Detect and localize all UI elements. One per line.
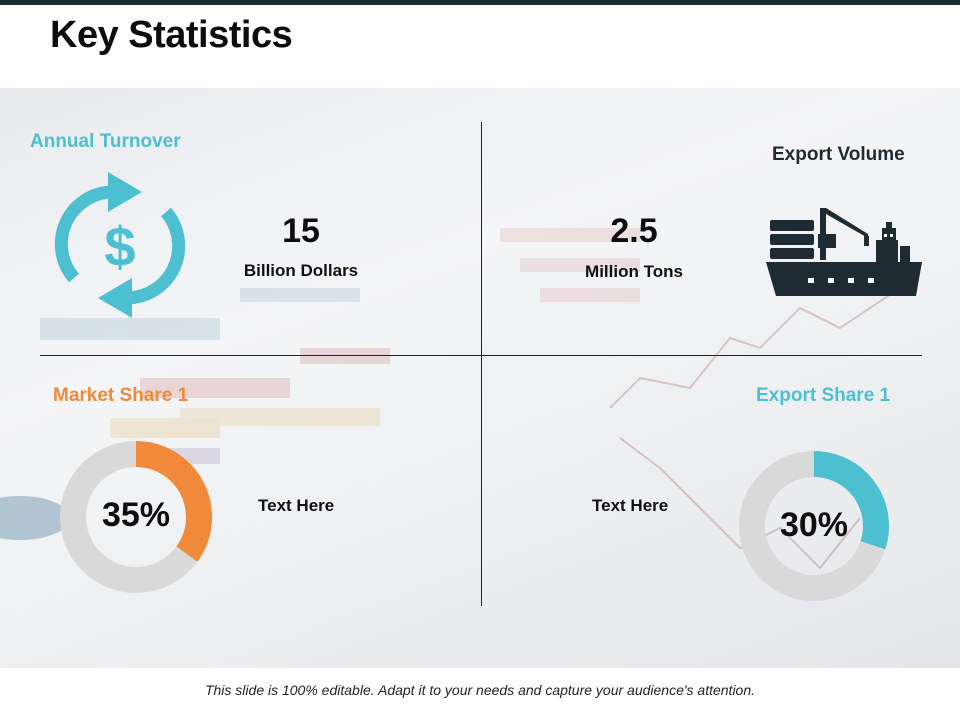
footer-note: This slide is 100% editable. Adapt it to… bbox=[204, 682, 756, 698]
top-rule bbox=[0, 0, 960, 5]
export-share-text: Text Here bbox=[592, 496, 669, 515]
market-share-label: Market Share 1 bbox=[53, 385, 189, 406]
market-share-text: Text Here bbox=[258, 496, 335, 515]
svg-text:$: $ bbox=[104, 215, 135, 278]
cargo-ship-icon bbox=[766, 208, 922, 296]
annual-turnover-label: Annual Turnover bbox=[30, 131, 181, 152]
background-art bbox=[0, 228, 901, 570]
turnover-value: 15 bbox=[282, 212, 320, 250]
market-share-donut bbox=[60, 441, 212, 593]
export-share-arc bbox=[739, 451, 889, 601]
turnover-unit: Billion Dollars bbox=[243, 261, 359, 280]
market-share-percent: 35% bbox=[101, 496, 171, 534]
export-volume-unit: Million Tons bbox=[585, 262, 683, 281]
export-share-label: Export Share 1 bbox=[756, 385, 891, 406]
vertical-divider bbox=[481, 122, 482, 606]
export-share-donut bbox=[739, 451, 889, 601]
dollar-cycle-icon: $ bbox=[54, 172, 186, 318]
page-title: Key Statistics bbox=[50, 14, 293, 56]
horizontal-divider bbox=[40, 355, 922, 356]
export-volume-label: Export Volume bbox=[772, 144, 905, 165]
market-share-arc bbox=[60, 441, 212, 593]
export-share-percent: 30% bbox=[779, 506, 849, 544]
export-volume-value: 2.5 bbox=[610, 212, 658, 250]
